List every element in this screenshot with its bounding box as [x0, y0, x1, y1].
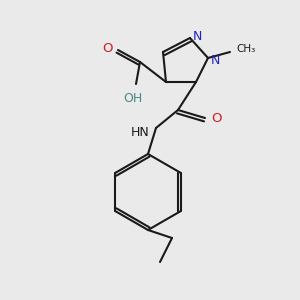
Text: CH₃: CH₃ [236, 44, 255, 54]
Text: OH: OH [123, 92, 142, 105]
Text: HN: HN [131, 125, 150, 139]
Text: N: N [211, 53, 220, 67]
Text: N: N [193, 31, 202, 44]
Text: O: O [211, 112, 221, 125]
Text: O: O [103, 41, 113, 55]
